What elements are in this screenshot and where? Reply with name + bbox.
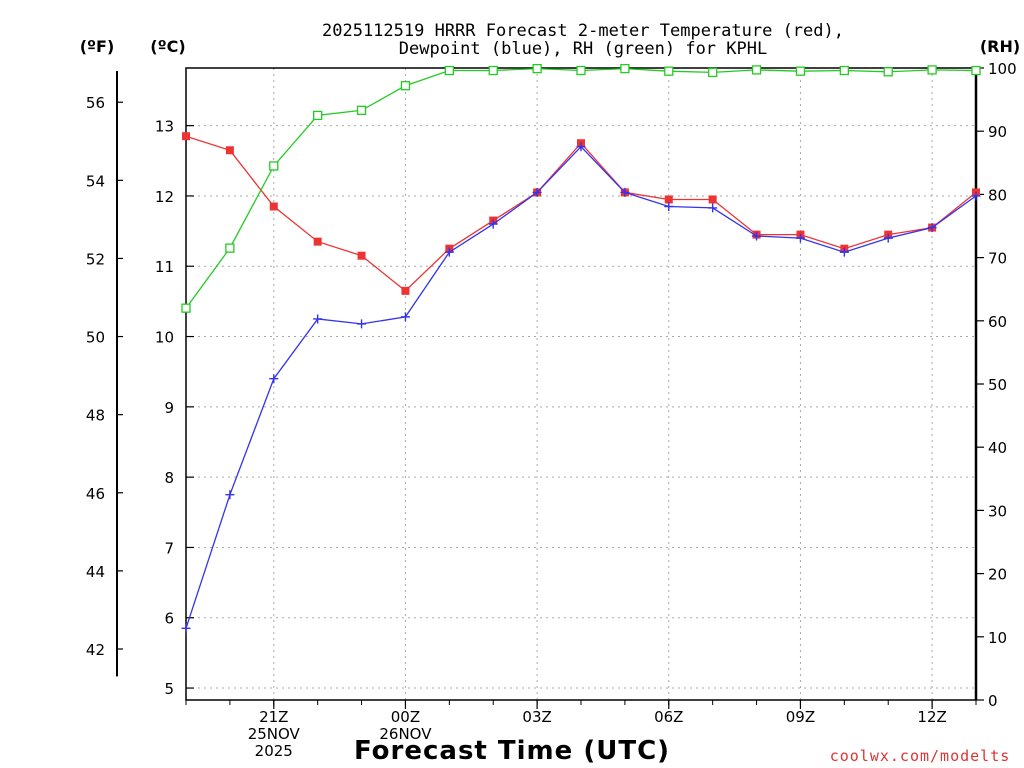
fahrenheit-tick-label: 50 bbox=[86, 329, 105, 347]
dewpoint-point bbox=[357, 319, 367, 329]
dewpoint-point bbox=[620, 187, 630, 197]
dewpoint-point bbox=[313, 314, 323, 324]
rh-point bbox=[488, 65, 498, 76]
fahrenheit-axis-label: (ºF) bbox=[80, 37, 115, 56]
rh-point bbox=[971, 65, 981, 76]
celsius-tick-label: 9 bbox=[164, 399, 174, 417]
celsius-tick-label: 13 bbox=[155, 118, 174, 136]
x-tick-label: 2025 bbox=[255, 742, 293, 760]
dewpoint-point bbox=[488, 219, 498, 229]
rh-point bbox=[225, 243, 235, 253]
dewpoint-line bbox=[185, 145, 977, 629]
rh-tick-label: 30 bbox=[988, 502, 1007, 520]
celsius-axis-label: (ºC) bbox=[150, 37, 185, 56]
dewpoint-point bbox=[400, 312, 410, 322]
rh-point bbox=[313, 110, 323, 121]
dewpoint-point bbox=[225, 490, 235, 500]
dewpoint-point bbox=[839, 247, 849, 257]
rh-tick-label: 20 bbox=[988, 566, 1007, 584]
grid-lines bbox=[186, 68, 976, 700]
temperature-point bbox=[225, 146, 234, 155]
rh-line bbox=[185, 67, 977, 309]
temperature-point bbox=[357, 251, 366, 260]
chart-title-line1: 2025112519 HRRR Forecast 2-meter Tempera… bbox=[322, 21, 844, 41]
rh-point bbox=[664, 66, 674, 76]
rh-tick-label: 90 bbox=[988, 123, 1007, 141]
celsius-tick-label: 5 bbox=[164, 680, 174, 698]
dewpoint-point bbox=[752, 231, 762, 241]
axes bbox=[116, 67, 984, 709]
celsius-tick-label: 10 bbox=[155, 329, 174, 347]
temperature-point bbox=[401, 286, 410, 295]
dewpoint-point bbox=[708, 203, 718, 213]
temperature-point bbox=[664, 195, 673, 204]
rh-tick-label: 100 bbox=[988, 60, 1017, 78]
dewpoint-point bbox=[181, 623, 191, 633]
rh-tick-label: 50 bbox=[988, 376, 1007, 394]
dewpoint-point bbox=[664, 201, 674, 211]
temperature-point bbox=[182, 132, 190, 141]
celsius-tick-label: 6 bbox=[164, 610, 174, 628]
plot-frame bbox=[185, 67, 977, 701]
dewpoint-point bbox=[444, 247, 454, 257]
fahrenheit-tick-label: 48 bbox=[86, 407, 105, 425]
fahrenheit-tick-label: 54 bbox=[86, 172, 105, 190]
temperature-point bbox=[708, 195, 717, 204]
dewpoint-point bbox=[532, 187, 542, 197]
chart-title-line2: Dewpoint (blue), RH (green) for KPHL bbox=[399, 39, 767, 59]
fahrenheit-tick-label: 44 bbox=[86, 563, 105, 581]
x-tick-label: 21Z bbox=[259, 708, 288, 726]
rh-point bbox=[795, 66, 806, 76]
x-tick-label: 09Z bbox=[786, 708, 815, 726]
rh-tick-label: 70 bbox=[988, 250, 1007, 268]
rh-tick-label: 0 bbox=[988, 692, 998, 710]
rh-point bbox=[444, 65, 454, 76]
rh-point bbox=[356, 105, 367, 115]
temperature-point bbox=[269, 202, 278, 211]
dewpoint-point bbox=[576, 142, 586, 152]
x-tick-label: 03Z bbox=[522, 708, 551, 726]
x-tick-label: 06Z bbox=[654, 708, 683, 726]
rh-point bbox=[839, 65, 849, 76]
celsius-tick-label: 8 bbox=[164, 469, 174, 487]
fahrenheit-tick-label: 52 bbox=[86, 250, 105, 268]
dewpoint-point bbox=[795, 233, 805, 243]
x-tick-label: 26NOV bbox=[379, 725, 432, 743]
dewpoint-point bbox=[883, 233, 893, 243]
fahrenheit-tick-label: 46 bbox=[86, 485, 105, 503]
rh-tick-label: 10 bbox=[988, 629, 1007, 647]
temperature-point bbox=[313, 237, 322, 246]
dewpoint-point bbox=[927, 223, 937, 233]
rh-tick-label: 80 bbox=[988, 186, 1007, 204]
temperature-line bbox=[185, 135, 977, 292]
watermark: coolwx.com/modelts bbox=[830, 747, 1011, 765]
celsius-tick-label: 11 bbox=[155, 258, 174, 276]
x-tick-label: 00Z bbox=[391, 708, 420, 726]
rh-point bbox=[927, 65, 937, 75]
rh-point bbox=[883, 67, 893, 77]
rh-point bbox=[532, 63, 542, 74]
x-tick-label: 12Z bbox=[917, 708, 946, 726]
rh-point bbox=[576, 65, 586, 76]
x-axis-label: Forecast Time (UTC) bbox=[354, 736, 670, 766]
fahrenheit-tick-label: 42 bbox=[86, 641, 105, 659]
x-tick-label: 25NOV bbox=[248, 725, 301, 743]
rh-point bbox=[269, 161, 279, 171]
celsius-tick-label: 12 bbox=[155, 188, 174, 206]
dewpoint-point bbox=[971, 191, 981, 201]
data-series bbox=[181, 63, 981, 633]
fahrenheit-tick-label: 56 bbox=[86, 94, 105, 112]
rh-tick-label: 40 bbox=[988, 439, 1007, 457]
rh-point bbox=[181, 303, 191, 313]
rh-axis-label: (RH) bbox=[980, 37, 1020, 56]
dewpoint-point bbox=[269, 374, 279, 384]
rh-point bbox=[708, 67, 718, 78]
rh-point bbox=[620, 63, 630, 74]
rh-point bbox=[400, 81, 411, 91]
celsius-tick-label: 7 bbox=[164, 539, 174, 557]
rh-point bbox=[751, 65, 762, 75]
rh-tick-label: 60 bbox=[988, 313, 1007, 331]
